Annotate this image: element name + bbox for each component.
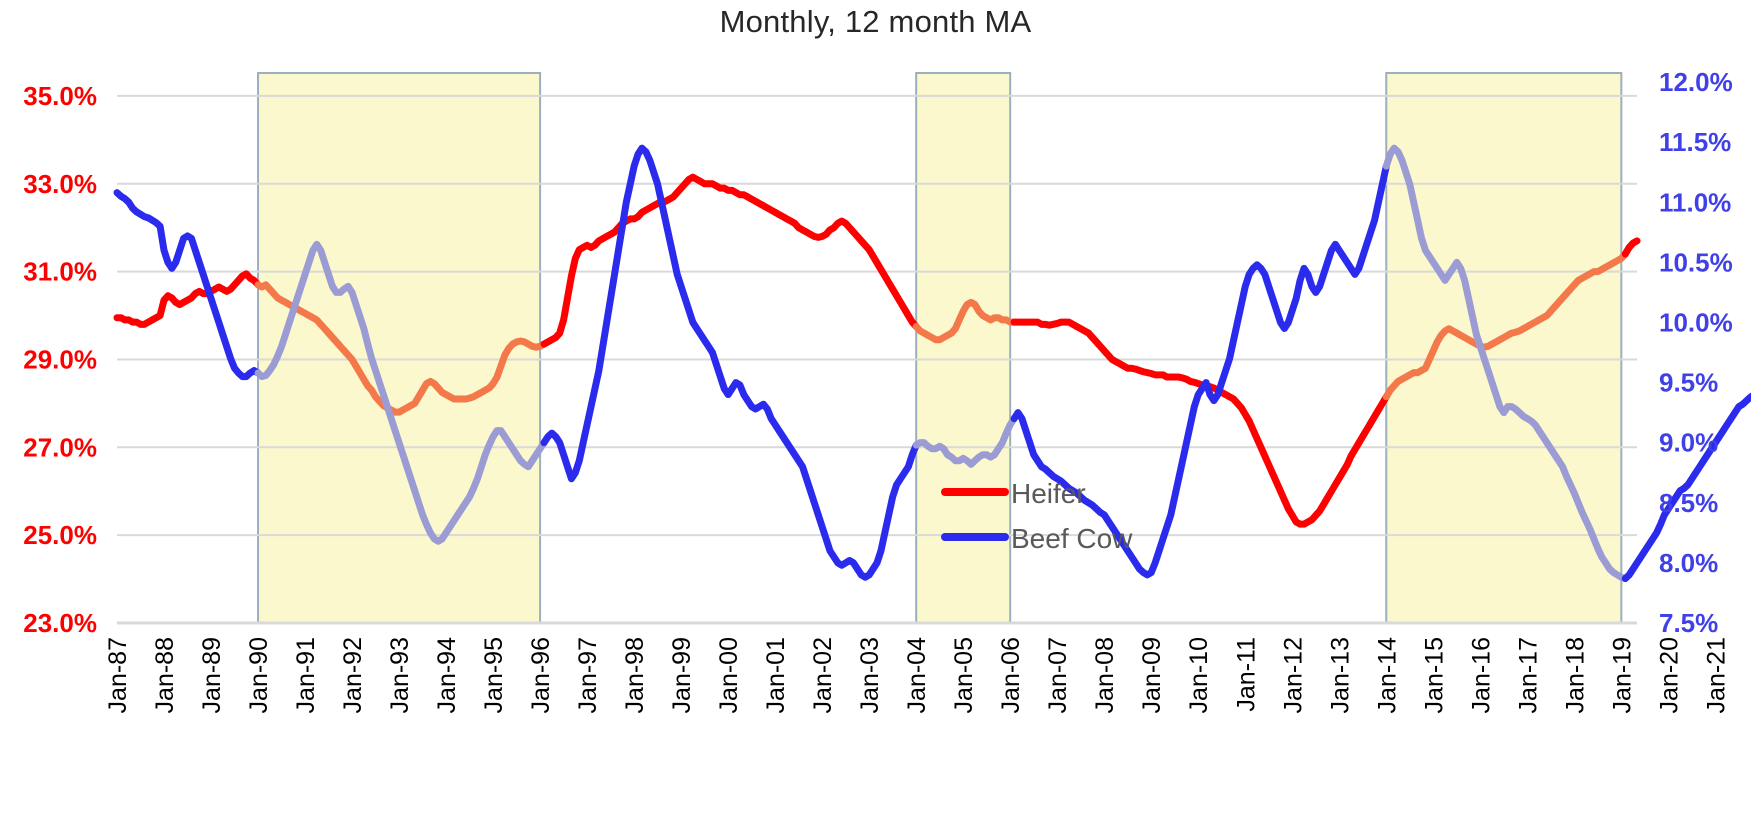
x-axis-tick-label: Jan-96 xyxy=(527,637,555,713)
x-axis-tick-label: Jan-06 xyxy=(997,637,1025,713)
line-segment xyxy=(254,240,548,545)
line-segment xyxy=(1621,237,1641,258)
x-axis-tick-label: Jan-93 xyxy=(386,637,414,713)
right-axis-tick-label: 10.5% xyxy=(1659,247,1733,277)
legend-label-heifer: Heifer xyxy=(1011,478,1086,509)
left-axis-tick-label: 31.0% xyxy=(23,257,97,287)
x-axis: Jan-87 Jan-88 Jan-89 Jan-90 Jan-91 Jan-92 Jan-… xyxy=(104,637,1751,714)
x-axis-tick-label: Jan-90 xyxy=(245,637,273,713)
highlight-band-2 xyxy=(915,72,1012,624)
x-axis-tick-label: Jan-17 xyxy=(1514,637,1542,713)
left-axis-tick-label: 27.0% xyxy=(23,432,97,462)
right-axis-tick-label: 11.5% xyxy=(1659,127,1731,157)
line-segment xyxy=(1010,318,1390,528)
line-segment xyxy=(912,298,1018,344)
right-axis-tick-label: 11.0% xyxy=(1659,187,1731,217)
x-axis-tick-label: Jan-94 xyxy=(433,637,461,714)
x-axis-tick-label: Jan-98 xyxy=(621,637,649,713)
x-axis-tick-label: Jan-87 xyxy=(104,637,132,713)
line-segment xyxy=(113,189,262,381)
x-axis-tick-label: Jan-07 xyxy=(1044,637,1072,713)
right-axis-tick-label: 7.5% xyxy=(1659,608,1718,638)
x-axis-tick-label: Jan-89 xyxy=(198,637,226,713)
x-axis-tick-label: Jan-01 xyxy=(762,637,790,713)
x-axis-tick-label: Jan-13 xyxy=(1326,637,1354,713)
left-axis-tick-label: 33.0% xyxy=(23,169,97,199)
line-segment xyxy=(254,281,548,416)
x-axis-tick-label: Jan-95 xyxy=(480,637,508,713)
x-axis-tick-label: Jan-91 xyxy=(292,637,320,713)
right-axis-tick-label: 10.0% xyxy=(1659,307,1733,337)
line-segment xyxy=(113,270,262,328)
x-axis-tick-label: Jan-15 xyxy=(1420,637,1448,713)
x-axis-tick-label: Jan-10 xyxy=(1185,637,1213,713)
chart-title: Monthly, 12 month MA xyxy=(719,4,1032,39)
x-axis-tick-label: Jan-14 xyxy=(1373,637,1401,714)
plot-area: 35.0% 33.0% 31.0% 29.0% 27.0% 25.0% 23.0% 12.0%… xyxy=(23,67,1751,713)
line-segment xyxy=(1382,144,1629,583)
x-axis-tick-label: Jan-02 xyxy=(809,637,837,713)
right-axis-tick-label: 12.0% xyxy=(1659,67,1733,97)
x-axis-tick-label: Jan-20 xyxy=(1655,637,1683,713)
highlight-band-1 xyxy=(257,72,542,624)
x-axis-tick-label: Jan-05 xyxy=(950,637,978,713)
left-axis-tick-label: 23.0% xyxy=(23,608,97,638)
x-axis-tick-label: Jan-99 xyxy=(668,637,696,713)
line-segment xyxy=(540,144,920,581)
line-segment xyxy=(1621,392,1751,583)
line-segment xyxy=(912,415,1018,468)
x-axis-tick-label: Jan-12 xyxy=(1279,637,1307,713)
x-axis-tick-label: Jan-00 xyxy=(715,637,743,713)
right-axis-tick-label: 8.0% xyxy=(1659,548,1718,578)
gridlines xyxy=(117,94,1637,625)
legend-label-beef-cow: Beef Cow xyxy=(1011,523,1133,554)
x-axis-tick-label: Jan-11 xyxy=(1232,637,1260,712)
left-axis-tick-label: 35.0% xyxy=(23,81,97,111)
right-axis: 12.0% 11.5% 11.0% 10.5% 10.0% 9.5% 9.0% 8.5% 8.0… xyxy=(1659,67,1733,638)
x-axis-tick-label: Jan-04 xyxy=(903,637,931,714)
series-beef-cow xyxy=(113,144,1751,583)
x-axis-tick-label: Jan-09 xyxy=(1138,637,1166,713)
series-lines xyxy=(113,144,1751,583)
right-axis-tick-label: 8.5% xyxy=(1659,488,1718,518)
highlight-band-3 xyxy=(1385,72,1623,624)
left-axis-tick-label: 29.0% xyxy=(23,344,97,374)
highlight-bands xyxy=(257,72,1623,624)
series-heifer xyxy=(113,173,1641,528)
line-segment xyxy=(1382,250,1629,401)
legend: Heifer Beef Cow xyxy=(941,478,1133,554)
x-axis-tick-label: Jan-21 xyxy=(1702,637,1730,713)
right-axis-tick-label: 9.0% xyxy=(1659,428,1718,458)
left-axis-tick-label: 25.0% xyxy=(23,520,97,550)
x-axis-tick-label: Jan-18 xyxy=(1561,637,1589,713)
x-axis-tick-label: Jan-92 xyxy=(339,637,367,713)
left-axis: 35.0% 33.0% 31.0% 29.0% 27.0% 25.0% 23.0% xyxy=(23,81,97,638)
x-axis-tick-label: Jan-03 xyxy=(856,637,884,713)
x-axis-tick-label: Jan-08 xyxy=(1091,637,1119,713)
x-axis-tick-label: Jan-16 xyxy=(1467,637,1495,713)
line-segment xyxy=(540,173,920,348)
x-axis-tick-label: Jan-97 xyxy=(574,637,602,713)
x-axis-tick-label: Jan-19 xyxy=(1608,637,1636,713)
x-axis-tick-label: Jan-88 xyxy=(151,637,179,713)
line-segment xyxy=(1010,162,1390,579)
x-axis-tick-label: Jan-22 xyxy=(1749,637,1751,713)
right-axis-tick-label: 9.5% xyxy=(1659,368,1718,398)
